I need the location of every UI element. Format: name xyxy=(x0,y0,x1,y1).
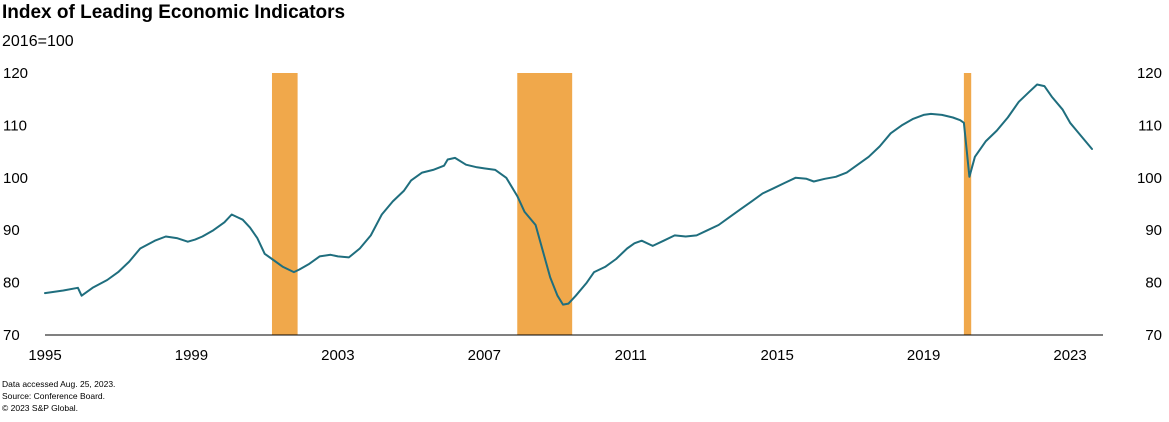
x-tick-label-2003: 2003 xyxy=(321,347,354,364)
recession-band-3 xyxy=(963,73,972,335)
y-tick-right-120: 120 xyxy=(1137,65,1162,82)
y-tick-right-70: 70 xyxy=(1145,327,1162,344)
chart-title: Index of Leading Economic Indicators xyxy=(2,2,346,23)
x-tick-label-2007: 2007 xyxy=(468,347,501,364)
x-tick-label-1995: 1995 xyxy=(28,347,61,364)
note-data-accessed: Data accessed Aug. 25, 2023. xyxy=(2,379,116,389)
recession-band-1 xyxy=(271,73,298,335)
series-line-1 xyxy=(44,83,1093,306)
chart-subtitle: 2016=100 xyxy=(2,33,74,50)
y-tick-left-120: 120 xyxy=(3,65,28,82)
recession-band-2 xyxy=(517,73,573,335)
x-tick-label-2015: 2015 xyxy=(760,347,793,364)
x-axis: 1995 1999 2003 2007 2011 2015 2019 2023 xyxy=(28,347,1086,364)
y-tick-right-100: 100 xyxy=(1137,170,1162,187)
y-axis-right: 70 80 90 100 110 120 xyxy=(1137,65,1162,344)
y-tick-left-80: 80 xyxy=(3,275,20,292)
y-tick-right-110: 110 xyxy=(1138,117,1162,134)
y-tick-left-110: 110 xyxy=(3,117,27,134)
y-tick-left-100: 100 xyxy=(3,170,28,187)
line-chart: 1995 1999 2003 2007 2011 2015 2019 2023 70 80 90 1… xyxy=(3,65,1162,364)
series-layer xyxy=(44,83,1093,306)
y-tick-right-80: 80 xyxy=(1145,275,1162,292)
y-tick-left-70: 70 xyxy=(3,327,20,344)
x-tick-label-2019: 2019 xyxy=(907,347,940,364)
x-tick-label-2011: 2011 xyxy=(615,347,647,364)
y-axis-left: 70 80 90 100 110 120 xyxy=(3,65,28,344)
x-tick-label-2023: 2023 xyxy=(1053,347,1086,364)
y-tick-right-90: 90 xyxy=(1145,222,1162,239)
y-tick-left-90: 90 xyxy=(3,222,20,239)
note-source: Source: Conference Board. xyxy=(2,391,106,401)
footnotes: Data accessed Aug. 25, 2023. Source: Con… xyxy=(2,378,115,414)
x-tick-label-1999: 1999 xyxy=(175,347,208,364)
recession-bands xyxy=(271,73,972,335)
note-copyright: © 2023 S&P Global. xyxy=(2,403,79,413)
